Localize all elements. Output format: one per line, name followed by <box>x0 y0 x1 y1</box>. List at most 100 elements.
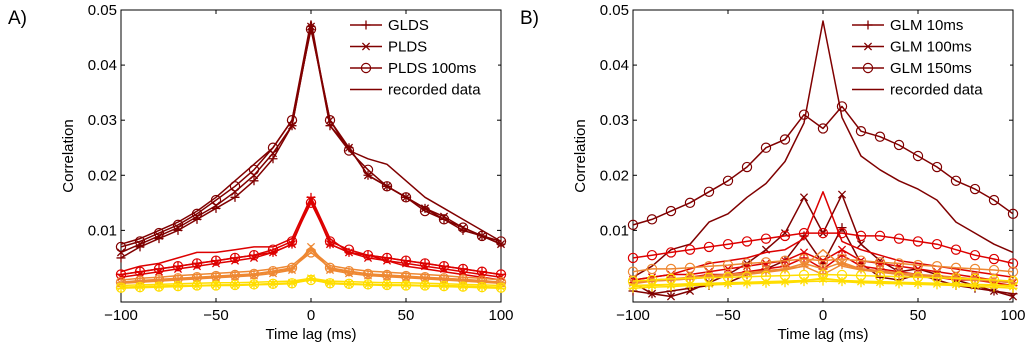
data-point-g3-s2-p10 <box>305 274 317 286</box>
data-point-g0-s2-p8 <box>779 134 791 145</box>
legend-label: PLDS <box>388 39 427 56</box>
data-point-g2-s2-p13 <box>362 268 374 280</box>
data-point-g2-s2-p13 <box>874 257 886 268</box>
data-point-g2-s2-p17 <box>950 262 962 274</box>
data-point-g0-s1-p16 <box>420 204 430 213</box>
data-point-g2-s2-p7 <box>760 257 772 268</box>
data-point-g0-s1-p20 <box>496 240 506 249</box>
data-point-g0-s1-p2 <box>666 292 676 301</box>
y-tick-label: 0.03 <box>600 112 629 129</box>
data-point-g1-s2-p14 <box>893 233 905 244</box>
legend-label: GLM 100ms <box>890 39 972 56</box>
data-point-g0-s1-p3 <box>685 286 695 296</box>
data-point-g0-s2-p17 <box>438 214 450 225</box>
data-point-g1-s2-p20 <box>1007 258 1019 269</box>
legend-box <box>848 14 1010 106</box>
data-point-g0-s1-p1 <box>647 289 657 298</box>
panel-label: B) <box>520 8 539 29</box>
data-point-g0-s0-p11 <box>837 223 847 233</box>
data-point-g0-s2-p1 <box>134 236 146 247</box>
data-point-g3-s2-p8 <box>267 278 279 290</box>
data-point-g0-s2-p14 <box>893 139 905 151</box>
data-point-g2-s1-p10 <box>818 264 828 274</box>
data-point-g0-s2-p8 <box>267 142 279 153</box>
panel-a: A) −100 −50 0 50 100 0.01 0.02 0.03 0.04 0.05 Time … <box>8 2 514 343</box>
data-point-g2-s2-p5 <box>722 259 734 271</box>
y-tick-label: 0.04 <box>88 57 117 74</box>
series-line-g3-s3 <box>120 277 502 287</box>
x-axis-label: Time lag (ms) <box>777 326 868 343</box>
series-line-g0-s2 <box>632 105 1014 226</box>
series-line-g1-s2 <box>120 202 502 276</box>
series-line-g3-s2 <box>632 273 1014 282</box>
y-tick-label: 0.02 <box>600 167 629 184</box>
y-axis-label: Correlation <box>60 119 77 192</box>
x-tick-label: 0 <box>307 307 315 324</box>
data-point-g3-s2-p13 <box>874 270 886 282</box>
data-point-g2-s2-p10 <box>817 255 829 266</box>
legend-marker <box>863 42 873 51</box>
data-point-g3-s2-p5 <box>210 280 222 291</box>
data-point-g3-s2-p15 <box>400 280 412 291</box>
data-point-g2-s2-p18 <box>969 263 981 275</box>
data-point-g0-s0-p7 <box>249 176 259 186</box>
y-tick-label: 0.02 <box>88 167 117 184</box>
x-tick-label: 0 <box>819 307 827 324</box>
data-point-g2-s2-p4 <box>703 260 715 272</box>
x-tick-label: 50 <box>398 307 415 324</box>
data-point-g2-s2-p14 <box>893 258 905 269</box>
legend-marker <box>361 20 371 30</box>
data-point-g1-s2-p8 <box>779 230 791 242</box>
data-point-g1-s2-p5 <box>722 238 734 250</box>
legend-label: GLDS <box>388 17 429 34</box>
data-point-g0-s2-p12 <box>343 145 355 156</box>
data-point-g0-s2-p6 <box>741 161 753 173</box>
data-point-g0-s2-p2 <box>665 205 677 217</box>
data-point-g1-s2-p17 <box>950 244 962 255</box>
data-point-g3-s1-p20 <box>1008 282 1018 291</box>
series-line-g2-s2 <box>632 258 1014 273</box>
data-point-g2-s2-p6 <box>229 269 241 281</box>
data-point-g2-s2-p1 <box>646 263 658 275</box>
data-point-g3-s2-p6 <box>741 271 753 282</box>
data-point-g0-s0-p0 <box>116 253 126 263</box>
data-point-g2-s2-p8 <box>779 255 791 266</box>
x-axis-label: Time lag (ms) <box>265 326 356 343</box>
data-point-g0-s1-p12 <box>856 240 866 249</box>
data-point-g3-s2-p0 <box>627 275 639 287</box>
data-point-g0-s1-p6 <box>230 187 240 196</box>
data-point-g3-s2-p16 <box>419 280 431 291</box>
data-point-g3-s2-p7 <box>248 279 260 290</box>
series-line-g0-s3 <box>120 20 502 245</box>
data-point-g0-s1-p13 <box>363 171 373 180</box>
data-point-g0-s1-p5 <box>211 201 221 210</box>
data-point-g0-s2-p0 <box>627 219 639 231</box>
data-point-g0-s1-p11 <box>837 190 847 199</box>
data-point-g2-s2-p12 <box>855 255 867 266</box>
data-point-g0-s1-p4 <box>192 212 202 221</box>
x-tick-label: −50 <box>715 307 740 324</box>
legend: GLDS PLDS PLDS 100ms recorded data <box>346 14 498 106</box>
data-point-g3-s2-p19 <box>476 281 488 293</box>
data-point-g0-s0-p6 <box>230 192 240 202</box>
plot-area <box>627 20 1019 301</box>
data-point-g0-s1-p9 <box>799 193 809 202</box>
data-point-g3-s2-p2 <box>153 281 165 292</box>
data-point-g0-s2-p5 <box>722 175 734 186</box>
data-point-g2-s2-p19 <box>988 264 1000 276</box>
data-point-g2-s2-p11 <box>836 253 848 265</box>
data-point-g1-s1-p11 <box>837 245 847 254</box>
data-point-g0-s2-p10 <box>817 123 829 134</box>
data-point-g2-s2-p3 <box>684 262 696 274</box>
series-line-g2-s3 <box>120 248 502 281</box>
data-point-g0-s2-p20 <box>495 236 507 247</box>
data-point-g0-s2-p15 <box>400 192 412 203</box>
data-point-g3-s2-p12 <box>343 278 355 290</box>
data-point-g2-s2-p10 <box>305 247 317 258</box>
legend-label: GLM 10ms <box>890 17 963 34</box>
data-point-g3-s2-p6 <box>229 279 241 291</box>
data-point-g0-s2-p18 <box>457 222 469 233</box>
data-point-g1-s2-p3 <box>172 260 184 272</box>
data-point-g0-s1-p10 <box>306 22 316 31</box>
